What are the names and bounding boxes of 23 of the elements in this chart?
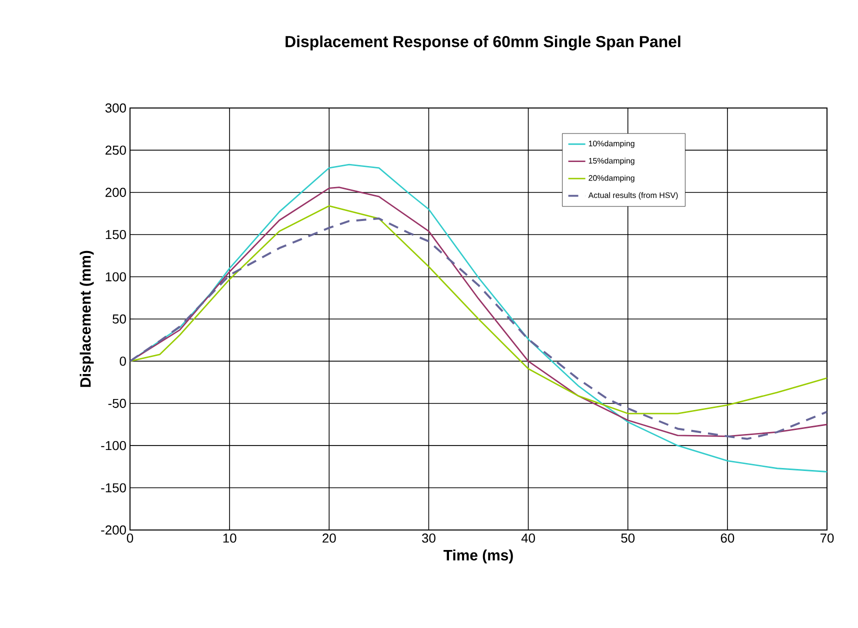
x-tick-label: 50	[621, 534, 635, 543]
line-series	[130, 205, 827, 414]
x-tick-label: 30	[422, 534, 436, 543]
y-tick-label: 50	[112, 314, 126, 324]
x-axis-title: Time (ms)	[444, 550, 513, 564]
x-tick-label: 60	[720, 534, 734, 543]
y-tick-label: -150	[101, 483, 126, 492]
y-tick-label: 250	[106, 146, 126, 155]
y-tick-label: 200	[106, 188, 126, 197]
y-tick-label: 0	[120, 356, 126, 366]
y-tick-label: 100	[106, 272, 126, 282]
x-tick-label: 70	[820, 534, 834, 543]
y-tick-label: -100	[101, 440, 126, 450]
y-axis-title: Displacement (mm)	[80, 250, 94, 387]
y-tick-label: 300	[105, 103, 126, 113]
y-tick-label: -200	[101, 525, 126, 535]
y-tick-label: -50	[108, 398, 126, 408]
x-tick-label: 10	[223, 534, 236, 543]
x-tick-label: 40	[521, 534, 535, 543]
x-tick-label: 20	[322, 534, 336, 543]
chart-title: Displacement Response of 60mm Single Span Panel	[286, 36, 680, 50]
y-tick-label: 150	[106, 230, 126, 240]
x-tick-label: 0	[126, 534, 134, 543]
